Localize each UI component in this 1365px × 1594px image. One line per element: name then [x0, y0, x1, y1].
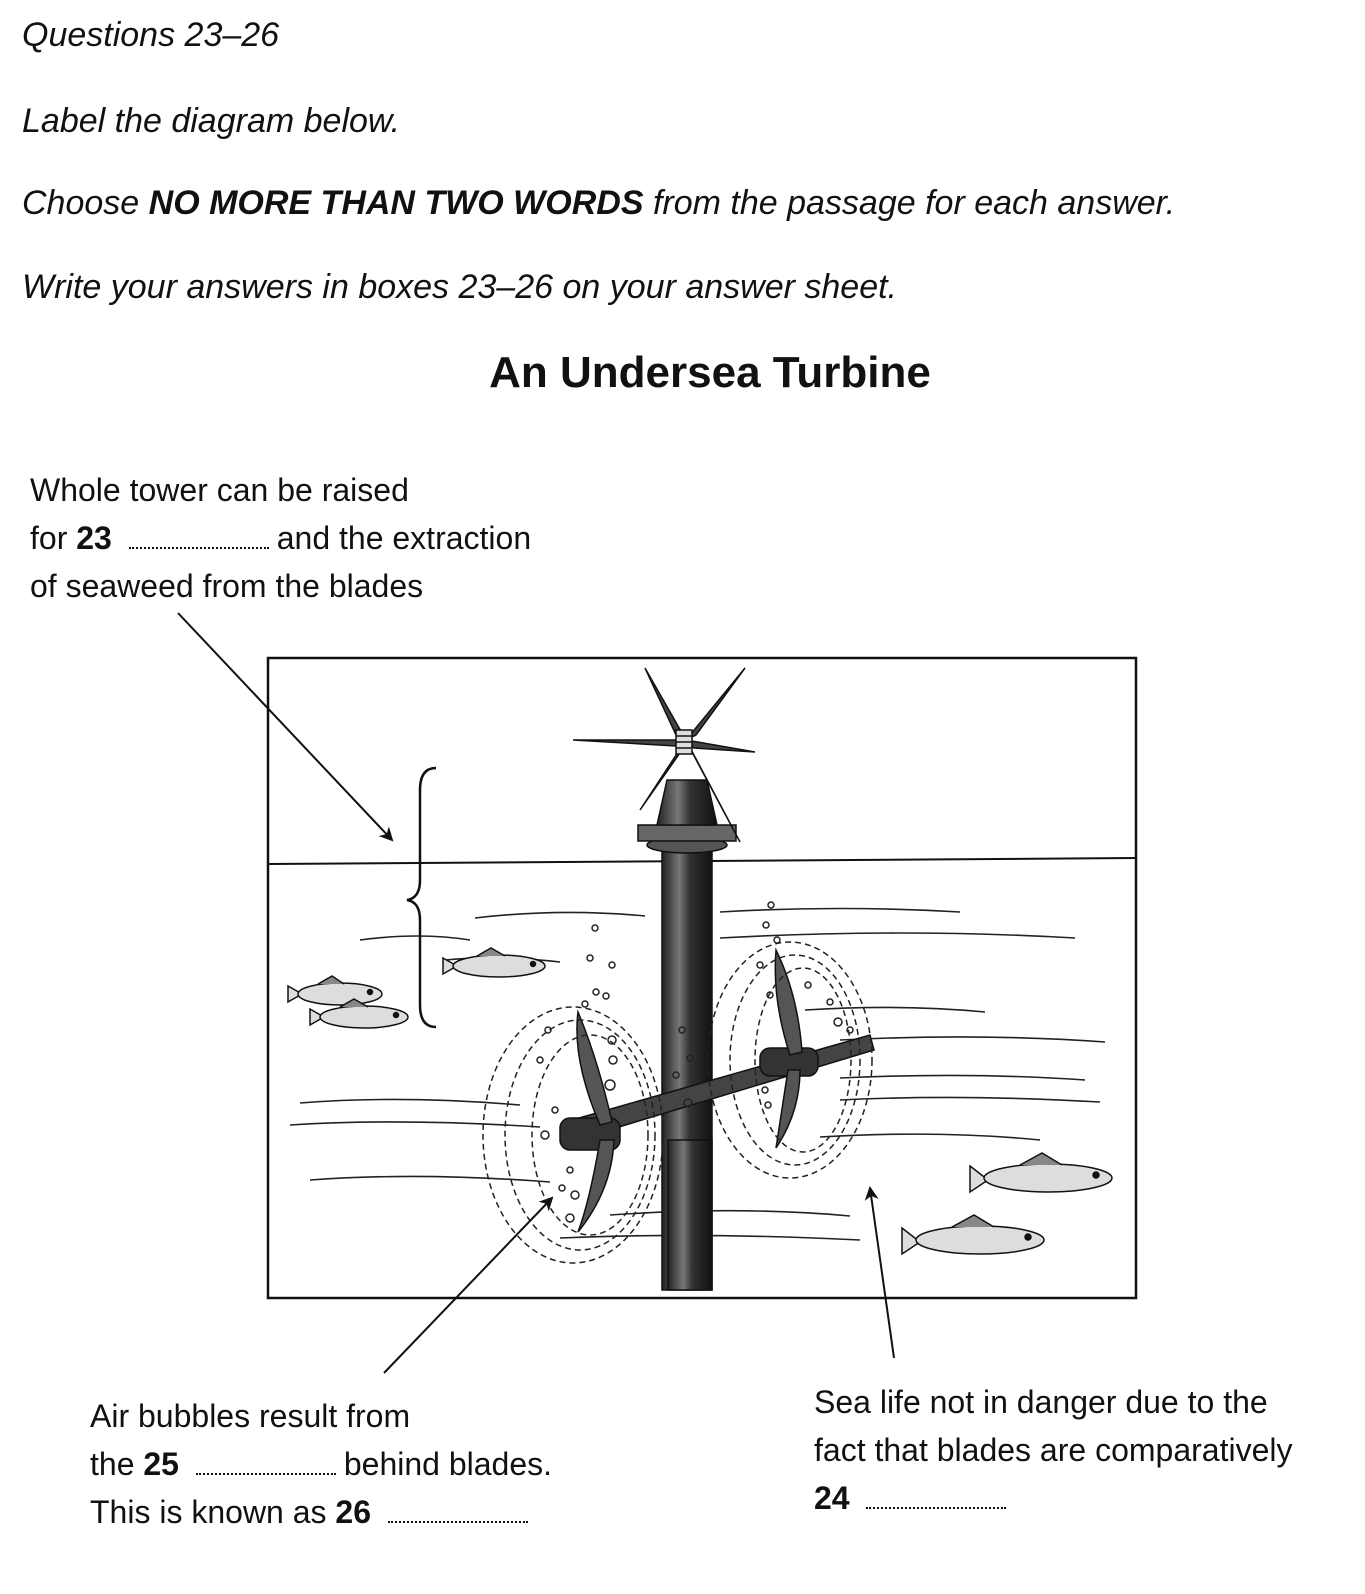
label-24-block: Sea life not in danger due to the fact t… — [814, 1378, 1292, 1522]
label-24-line2: fact that blades are comparatively — [814, 1432, 1293, 1468]
question-number-26: 26 — [335, 1494, 372, 1530]
instruction-choose-prefix: Choose — [22, 184, 140, 222]
answer-blank-25[interactable] — [195, 1472, 336, 1475]
fish-school-left — [287, 947, 546, 1029]
diagram-title: An Undersea Turbine — [489, 348, 931, 397]
arrow-label-25 — [383, 1196, 554, 1374]
label-23-prefix: for — [30, 520, 68, 556]
pole-cap — [656, 779, 718, 826]
instruction-choose-bold: NO MORE THAN TWO WORDS — [148, 184, 644, 222]
label-23-line1: Whole tower can be raised — [30, 472, 409, 508]
arrow-label-24 — [864, 1186, 895, 1359]
pole-collar — [637, 824, 737, 842]
questions-heading: Questions 23–26 — [22, 16, 280, 54]
fish-school-right — [901, 1152, 1113, 1256]
label-25-26-block: Air bubbles result from the 25 behind bl… — [90, 1392, 552, 1536]
label-23-suffix: and the extraction — [276, 520, 532, 556]
right-rotor-blades — [774, 947, 803, 1149]
label-24-line3: 24 — [814, 1474, 1292, 1522]
question-number-25: 25 — [143, 1446, 179, 1482]
arrow-label-23 — [177, 612, 394, 842]
pole-lower-section — [667, 1139, 713, 1291]
answer-blank-23[interactable] — [128, 546, 269, 549]
question-number-23: 23 — [76, 520, 112, 556]
label-26-prefix: This is known as — [90, 1494, 327, 1530]
instruction-label: Label the diagram below. — [22, 102, 401, 140]
label-26-line3: This is known as 26 — [90, 1488, 552, 1536]
label-25-prefix: the — [90, 1446, 135, 1482]
label-24-line1: Sea life not in danger due to the — [814, 1384, 1268, 1420]
tower-height-brace — [406, 766, 437, 1029]
label-23-line3: of seaweed from the blades — [30, 568, 424, 604]
instruction-choose-suffix: from the passage for each answer. — [652, 184, 1176, 222]
label-25-line1: Air bubbles result from — [90, 1398, 411, 1434]
air-bubbles — [536, 901, 854, 1223]
label-25-suffix: behind blades. — [343, 1446, 553, 1482]
label-23-line2: for 23 and the extraction — [30, 514, 531, 562]
label-25-line2: the 25 behind blades. — [90, 1440, 552, 1488]
question-number-24: 24 — [814, 1480, 850, 1516]
answer-blank-26[interactable] — [387, 1520, 528, 1523]
tower-star-top — [572, 667, 756, 843]
left-rotor-blades — [576, 1009, 615, 1233]
vortex-rings — [482, 941, 873, 1264]
instruction-choose: Choose NO MORE THAN TWO WORDS from the p… — [22, 184, 1175, 223]
diagram-frame — [266, 656, 1138, 1300]
instruction-write: Write your answers in boxes 23–26 on you… — [22, 268, 898, 306]
answer-blank-24[interactable] — [866, 1506, 1007, 1509]
label-23-block: Whole tower can be raised for 23 and the… — [30, 466, 531, 610]
